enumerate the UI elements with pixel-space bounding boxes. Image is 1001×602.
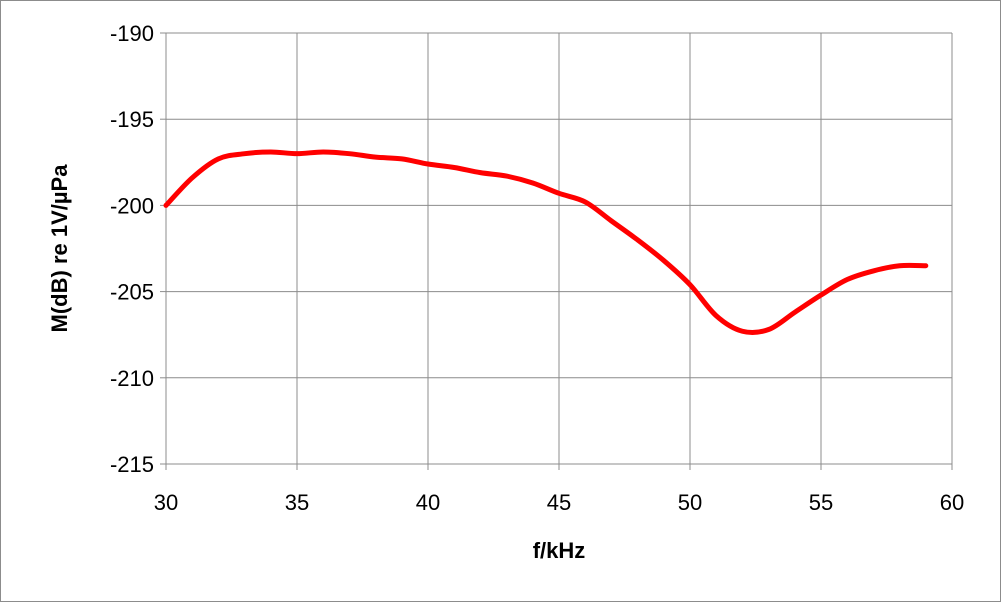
y-tick-label: -190	[110, 21, 154, 46]
x-tick-label: 35	[285, 490, 309, 515]
y-tick-label: -195	[110, 107, 154, 132]
x-tick-label: 40	[416, 490, 440, 515]
axes	[160, 32, 953, 470]
x-tick-label: 60	[940, 490, 964, 515]
x-tick-label: 55	[809, 490, 833, 515]
gridlines	[166, 32, 953, 464]
y-tick-label: -205	[110, 280, 154, 305]
x-tick-label: 30	[154, 490, 178, 515]
y-tick-label: -210	[110, 366, 154, 391]
y-tick-label: -200	[110, 193, 154, 218]
y-tick-label: -215	[110, 452, 154, 477]
series-line	[163, 149, 929, 336]
x-tick-label: 45	[547, 490, 571, 515]
series-lines	[163, 149, 929, 336]
x-axis-title: f/kHz	[533, 538, 586, 563]
y-axis-title: M(dB) re 1V/µPa	[47, 164, 72, 333]
x-tick-label: 50	[678, 490, 702, 515]
